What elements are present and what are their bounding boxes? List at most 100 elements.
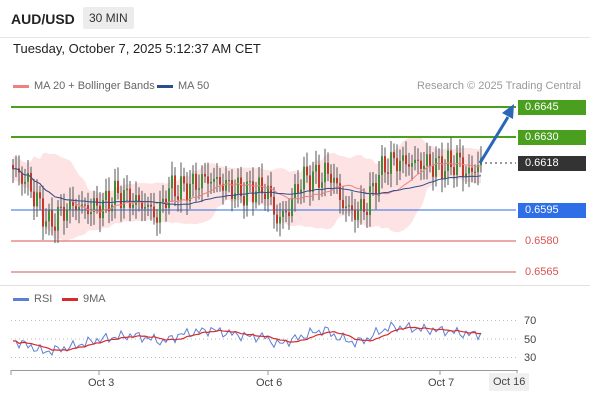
candle-body-155 <box>477 165 479 173</box>
candle-body-27 <box>93 198 95 213</box>
candle-body-77 <box>243 196 245 206</box>
candle-body-134 <box>414 159 416 164</box>
candle-body-125 <box>387 172 389 174</box>
candle-body-101 <box>315 164 317 172</box>
rsi-tick-50: 50 <box>524 334 537 346</box>
legend-label-9ma: 9MA <box>83 293 106 305</box>
candle-body-151 <box>465 173 467 178</box>
candle-body-70 <box>222 184 224 191</box>
chart-datetime: Tuesday, October 7, 2025 5:12:37 AM CET <box>13 41 261 56</box>
candle-body-130 <box>402 155 404 161</box>
level-label-0: 0.6645 <box>518 100 586 115</box>
candle-body-97 <box>303 166 305 190</box>
candle-body-75 <box>237 177 239 194</box>
candle-body-146 <box>450 150 452 168</box>
candle-body-61 <box>195 173 197 190</box>
candle-body-54 <box>174 175 176 197</box>
candle-body-86 <box>270 185 272 197</box>
candle-body-56 <box>180 176 182 200</box>
candle-body-110 <box>342 199 344 209</box>
candle-body-39 <box>129 188 131 208</box>
candle-body-67 <box>213 178 215 182</box>
level-label-4: 0.6580 <box>525 235 559 247</box>
candle-body-81 <box>255 191 257 203</box>
candle-body-147 <box>453 167 455 175</box>
candle-body-36 <box>120 193 122 209</box>
candle-body-138 <box>426 154 428 166</box>
candle-body-26 <box>90 212 92 215</box>
candle-body-104 <box>324 162 326 183</box>
candle-body-68 <box>216 177 218 179</box>
candle-body-64 <box>204 173 206 177</box>
candle-body-117 <box>363 199 365 212</box>
legend-rsi: RSI <box>13 293 52 305</box>
candle-body-98 <box>306 166 308 176</box>
candle-body-150 <box>462 157 464 178</box>
legend-ma50: MA 50 <box>157 80 209 92</box>
candle-body-144 <box>444 170 446 180</box>
candle-body-20 <box>72 199 74 206</box>
candle-body-84 <box>264 193 266 200</box>
candle-body-34 <box>114 180 116 205</box>
candle-body-132 <box>408 164 410 167</box>
level-label-1: 0.6630 <box>518 130 586 145</box>
legend-swatch-rsi <box>13 297 29 301</box>
candle-body-152 <box>468 167 470 174</box>
candle-body-80 <box>252 181 254 203</box>
ma20-line <box>12 162 482 213</box>
candle-body-37 <box>123 190 125 209</box>
candle-body-92 <box>288 212 290 217</box>
rsi-tick-70: 70 <box>524 315 537 327</box>
candle-body-72 <box>228 179 230 181</box>
candle-body-69 <box>219 177 221 185</box>
candle-body-3 <box>21 172 23 184</box>
candle-body-96 <box>300 189 302 194</box>
candle-body-59 <box>189 183 191 202</box>
candle-body-99 <box>309 175 311 192</box>
candle-body-18 <box>66 210 68 221</box>
candle-body-0 <box>12 165 14 169</box>
forecast-arrow-head <box>502 104 514 119</box>
candle-body-43 <box>141 202 143 209</box>
candle-body-128 <box>396 158 398 172</box>
candle-body-73 <box>231 179 233 200</box>
candle-body-115 <box>357 210 359 220</box>
candle-body-119 <box>369 186 371 216</box>
candle-body-22 <box>78 207 80 210</box>
candle-body-113 <box>351 205 353 210</box>
candle-body-123 <box>381 156 383 175</box>
candle-body-94 <box>294 184 296 199</box>
candle-body-89 <box>279 216 281 224</box>
timeframe-badge[interactable]: 30 MIN <box>83 7 134 29</box>
candle-body-95 <box>297 184 299 194</box>
candle-body-107 <box>333 177 335 183</box>
candle-body-105 <box>327 162 329 174</box>
candle-body-58 <box>186 183 188 202</box>
candle-body-142 <box>438 156 440 159</box>
candle-body-4 <box>24 181 26 184</box>
candle-body-112 <box>348 205 350 207</box>
candle-body-57 <box>183 176 185 184</box>
candle-body-32 <box>108 190 110 212</box>
candle-body-48 <box>156 217 158 223</box>
candle-body-100 <box>312 171 314 192</box>
legend-swatch-ma50 <box>157 84 173 88</box>
candle-body-9 <box>39 192 41 199</box>
candle-body-118 <box>366 211 368 216</box>
candle-body-46 <box>150 204 152 207</box>
candle-body-143 <box>441 156 443 180</box>
candle-body-139 <box>429 154 431 166</box>
candle-body-53 <box>171 175 173 189</box>
candle-body-109 <box>339 183 341 200</box>
candle-body-8 <box>36 192 38 207</box>
candle-body-114 <box>354 209 356 220</box>
candle-body-133 <box>411 163 413 167</box>
candle-body-126 <box>390 152 392 174</box>
rsi-line <box>12 321 482 357</box>
legend-label-ma20: MA 20 + Bollinger Bands <box>34 80 155 92</box>
candle-body-136 <box>420 160 422 169</box>
candle-body-145 <box>447 150 449 171</box>
candle-body-47 <box>153 206 155 218</box>
candle-body-106 <box>330 173 332 183</box>
